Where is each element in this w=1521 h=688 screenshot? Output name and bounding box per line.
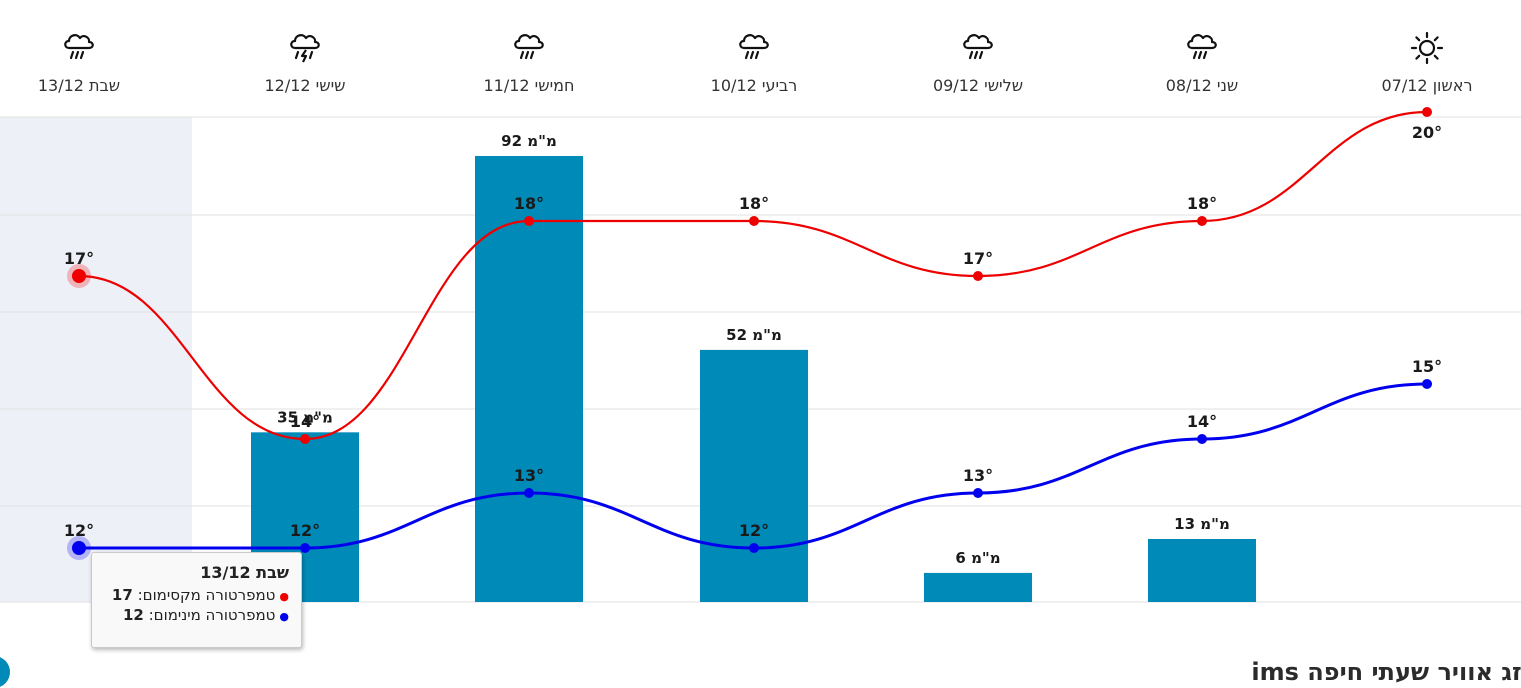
- max-temp-label: 18°: [739, 194, 769, 213]
- day-column: ראשון 07/12: [1327, 28, 1521, 95]
- day-label: ראשון 07/12: [1381, 76, 1473, 95]
- max-temp-label: 18°: [1187, 194, 1217, 213]
- tooltip-max-value: 17: [111, 586, 133, 604]
- max-temp-label: 20°: [1412, 123, 1442, 142]
- day-column: שישי 12/12: [205, 28, 405, 95]
- rain-label: 52 מ"מ: [726, 326, 782, 344]
- rain-cloud-icon: [508, 28, 550, 68]
- max-temp-point[interactable]: [973, 271, 983, 281]
- section-title: מזג אוויר שעתי חיפה ims: [1251, 658, 1521, 686]
- min-temp-point[interactable]: [1197, 434, 1207, 444]
- rain-bar[interactable]: [700, 349, 808, 602]
- rain-label: 13 מ"מ: [1174, 515, 1230, 533]
- rain-cloud-icon: [58, 28, 100, 68]
- thunderstorm-cloud-icon: [284, 28, 326, 68]
- min-bullet-icon: ●: [279, 610, 289, 623]
- max-temp-label: 18°: [514, 194, 544, 213]
- min-temp-label: 15°: [1412, 357, 1442, 376]
- sun-icon: [1406, 28, 1448, 68]
- min-temp-label: 13°: [963, 466, 993, 485]
- rain-bar[interactable]: [924, 572, 1032, 602]
- tooltip-min-value: 12: [122, 606, 144, 624]
- max-temp-point[interactable]: [1197, 216, 1207, 226]
- day-column: שבת 13/12: [0, 28, 179, 95]
- scroll-button[interactable]: [0, 656, 10, 688]
- min-temp-point[interactable]: [973, 488, 983, 498]
- min-temp-point[interactable]: [300, 543, 310, 553]
- max-temp-point[interactable]: [300, 434, 310, 444]
- max-temp-label: 14°: [290, 412, 320, 431]
- temperature-lines: [67, 107, 1432, 560]
- day-label: חמישי 11/12: [483, 76, 575, 95]
- day-label: שישי 12/12: [264, 76, 346, 95]
- min-temp-point[interactable]: [72, 541, 86, 555]
- forecast-chart: 13 מ"מ 6 מ"מ 52 מ"מ 92 מ"מ 35 מ"מ 20° 18° 17° 18…: [0, 107, 1521, 603]
- day-label: רביעי 10/12: [710, 76, 798, 95]
- min-temp-point[interactable]: [749, 543, 759, 553]
- min-temp-label: 12°: [290, 521, 320, 540]
- rain-label: 6 מ"מ: [955, 549, 1000, 567]
- rain-bar[interactable]: [1148, 538, 1256, 602]
- max-temp-label: 17°: [64, 249, 94, 268]
- day-column: רביעי 10/12: [654, 28, 854, 95]
- day-label: שלישי 09/12: [932, 76, 1024, 95]
- max-temp-point[interactable]: [749, 216, 759, 226]
- tooltip-max-row: ●טמפרטורה מקסימום: 17: [104, 586, 289, 604]
- day-label: שני 08/12: [1165, 76, 1239, 95]
- max-bullet-icon: ●: [279, 590, 289, 603]
- rain-cloud-icon: [733, 28, 775, 68]
- rain-label: 92 מ"מ: [501, 132, 557, 150]
- rain-cloud-icon: [1181, 28, 1223, 68]
- data-labels: 13 מ"מ 6 מ"מ 52 מ"מ 92 מ"מ 35 מ"מ 20° 18° 17° 18…: [64, 123, 1442, 567]
- rain-cloud-icon: [957, 28, 999, 68]
- forecast-header: ראשון 07/12 שני 08/12 שלישי 09/12 רביעי 10/…: [0, 0, 1521, 116]
- min-temp-label: 12°: [739, 521, 769, 540]
- rain-label: 35 מ"מ: [277, 408, 333, 426]
- max-temp-point[interactable]: [1422, 107, 1432, 117]
- min-temp-label: 12°: [64, 521, 94, 540]
- max-temp-point[interactable]: [72, 269, 86, 283]
- day-column: חמישי 11/12: [429, 28, 629, 95]
- tooltip-max-label: טמפרטורה מקסימום:: [137, 586, 276, 604]
- min-temp-point[interactable]: [524, 488, 534, 498]
- day-column: שלישי 09/12: [878, 28, 1078, 95]
- tooltip-min-label: טמפרטורה מינימום:: [148, 606, 276, 624]
- tooltip-title: שבת 13/12: [200, 563, 289, 582]
- highlight-band: [0, 117, 192, 602]
- min-temp-label: 14°: [1187, 412, 1217, 431]
- min-temp-label: 13°: [514, 466, 544, 485]
- min-temp-point[interactable]: [1422, 379, 1432, 389]
- rain-bars: [251, 156, 1256, 602]
- max-temp-label: 17°: [963, 249, 993, 268]
- tooltip-min-row: ●טמפרטורה מינימום: 12: [104, 606, 289, 624]
- max-temp-point[interactable]: [524, 216, 534, 226]
- day-label: שבת 13/12: [37, 76, 121, 95]
- chart-tooltip: שבת 13/12 ●טמפרטורה מקסימום: 17 ●טמפרטור…: [91, 552, 302, 648]
- day-column: שני 08/12: [1102, 28, 1302, 95]
